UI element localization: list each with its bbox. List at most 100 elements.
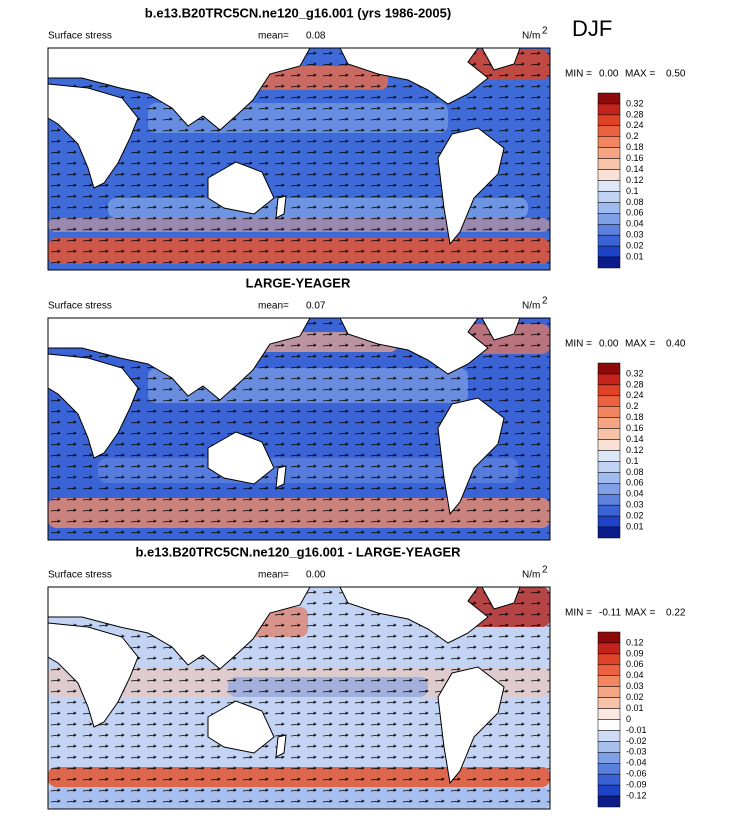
colorbar-label: -0.01 [626, 725, 647, 735]
colorbar-label: 0.14 [626, 434, 644, 444]
colorbar-label: 0.16 [626, 423, 644, 433]
colorbar-label: 0.18 [626, 142, 644, 152]
colorbar-swatch [597, 417, 621, 429]
colorbar-swatch [597, 472, 621, 484]
colorbar-swatch [597, 169, 621, 181]
colorbar-swatch [597, 125, 621, 137]
colorbar-swatch [597, 763, 621, 775]
colorbar-label: 0.2 [626, 131, 639, 141]
colorbar-label: -0.04 [626, 758, 647, 768]
colorbar-label: 0.12 [626, 175, 644, 185]
colorbar-label: 0 [626, 714, 631, 724]
colorbar-label: 0.03 [626, 230, 644, 240]
colorbar-label: 0.16 [626, 153, 644, 163]
colorbar-label: 0.1 [626, 456, 639, 466]
colorbar-swatch [597, 675, 621, 687]
colorbar-label: 0.08 [626, 467, 644, 477]
colorbar-swatch [597, 136, 621, 148]
colorbar-label: 0.03 [626, 681, 644, 691]
colorbar-swatch [597, 795, 621, 808]
colorbar-label: 0.02 [626, 692, 644, 702]
colorbar-swatch [597, 202, 621, 214]
colorbar-label: 0.08 [626, 197, 644, 207]
colorbar-label: -0.09 [626, 780, 647, 790]
colorbar-swatch [597, 504, 621, 517]
field-label: Surface stress [48, 570, 112, 581]
colorbar-swatch [597, 642, 621, 655]
max-label: MAX = [625, 339, 655, 350]
map-content [48, 318, 550, 540]
colorbar-swatch [597, 92, 621, 105]
colorbar-swatch [597, 428, 621, 440]
colorbar-swatch [597, 784, 621, 797]
units: N/m [522, 31, 540, 42]
colorbar-label: 0.32 [626, 368, 644, 378]
colorbar-swatch [597, 373, 621, 386]
colorbar-swatch [597, 224, 621, 236]
map-frame [47, 47, 551, 271]
colorbar-label: 0.01 [626, 703, 644, 713]
colorbar-swatch [597, 461, 621, 473]
panel-title: b.e13.B20TRC5CN.ne120_g16.001 (yrs 1986-… [145, 5, 451, 20]
units-superscript: 2 [542, 296, 548, 307]
colorbar-swatch [597, 114, 621, 127]
colorbar-swatch [597, 384, 621, 397]
colorbar-label: 0.02 [626, 241, 644, 251]
colorbar-swatch [597, 450, 621, 462]
colorbar-swatch [597, 191, 621, 203]
colorbar-swatch [597, 719, 621, 731]
min-label: MIN = [565, 608, 592, 619]
map-frame [47, 586, 551, 810]
colorbar-label: -0.02 [626, 736, 647, 746]
colorbar-swatch [597, 653, 621, 666]
colorbar-swatch [597, 526, 621, 539]
units-superscript: 2 [542, 565, 548, 576]
colorbar-label: 0.12 [626, 445, 644, 455]
colorbar-swatch [597, 773, 621, 786]
colorbar-swatch [597, 664, 621, 676]
colorbar-label: 0.04 [626, 489, 644, 499]
panel: LARGE-YEAGER Surface stress mean= 0.07 N/m 2 M… [47, 275, 686, 541]
map-content [48, 587, 550, 809]
field-label: Surface stress [48, 31, 112, 42]
colorbar-label: 0.32 [626, 98, 644, 108]
colorbar-swatch [597, 494, 621, 506]
max-value: 0.40 [666, 339, 686, 350]
max-value: 0.22 [666, 608, 686, 619]
max-value: 0.50 [666, 69, 686, 80]
colorbar-label: 0.01 [626, 251, 644, 261]
mean-value: 0.07 [306, 301, 326, 312]
colorbar-swatch [597, 752, 621, 764]
panel: b.e13.B20TRC5CN.ne120_g16.001 - LARGE-YE… [47, 544, 686, 810]
panel: b.e13.B20TRC5CN.ne120_g16.001 (yrs 1986-… [47, 5, 686, 271]
colorbar-swatch [597, 439, 621, 451]
colorbar-label: 0.18 [626, 412, 644, 422]
colorbar-swatch [597, 406, 621, 418]
units: N/m [522, 301, 540, 312]
colorbar-label: 0.28 [626, 379, 644, 389]
mean-label: mean= [258, 301, 289, 312]
colorbar-swatch [597, 362, 621, 375]
colorbar-label: 0.1 [626, 186, 639, 196]
colorbar-swatch [597, 515, 621, 528]
map [47, 586, 551, 810]
panel-title: b.e13.B20TRC5CN.ne120_g16.001 - LARGE-YE… [135, 544, 461, 559]
colorbar-swatch [597, 697, 621, 709]
colorbar-swatch [597, 213, 621, 225]
colorbar-swatch [597, 256, 621, 269]
colorbar-label: 0.2 [626, 401, 639, 411]
colorbar-label: -0.06 [626, 769, 647, 779]
min-label: MIN = [565, 339, 592, 350]
colorbar-label: 0.12 [626, 637, 644, 647]
colorbar-label: 0.24 [626, 390, 644, 400]
colorbar-label: -0.03 [626, 747, 647, 757]
colorbar-label: 0.04 [626, 219, 644, 229]
mean-value: 0.08 [306, 31, 326, 42]
colorbar-label: 0.06 [626, 478, 644, 488]
mean-label: mean= [258, 31, 289, 42]
colorbar-label: 0.06 [626, 208, 644, 218]
units: N/m [522, 570, 540, 581]
colorbar-swatch [597, 730, 621, 742]
colorbar-swatch [597, 395, 621, 407]
